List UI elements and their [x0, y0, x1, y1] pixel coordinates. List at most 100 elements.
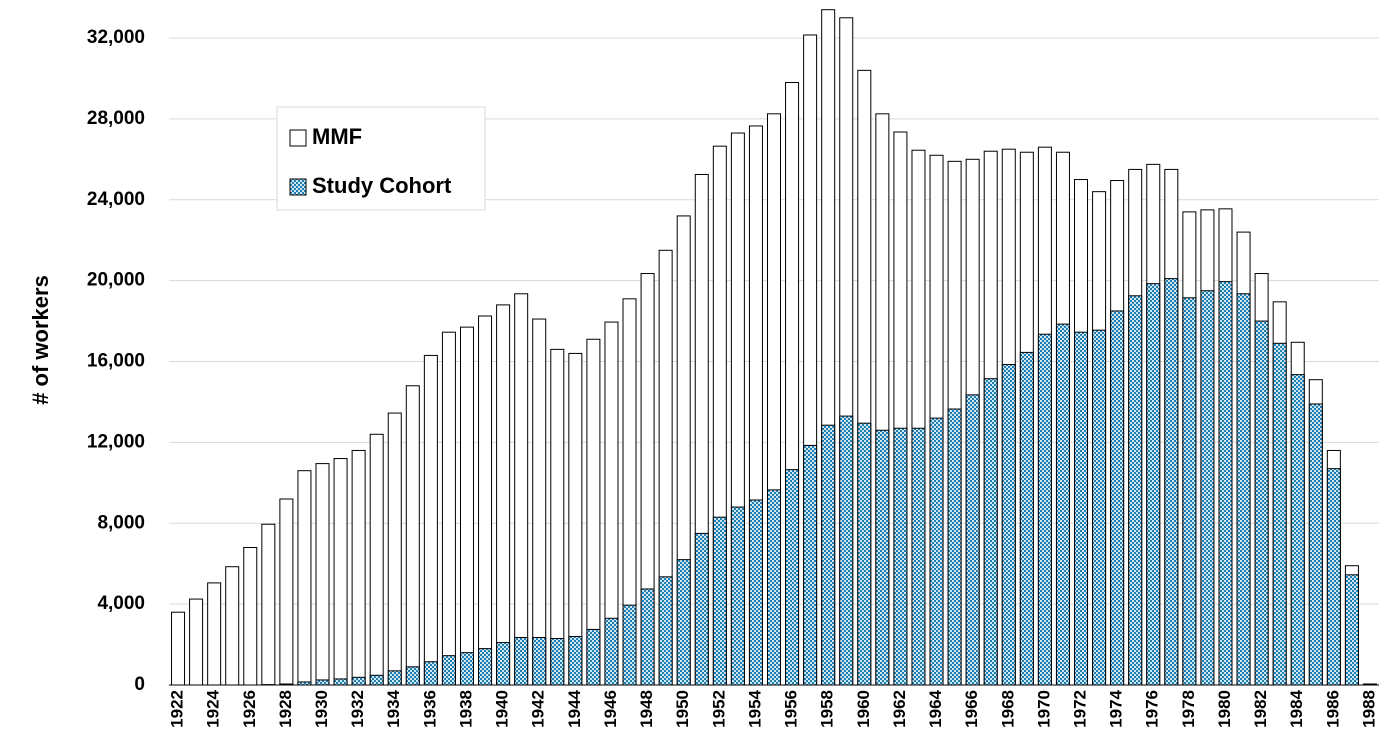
- bar: [1092, 329, 1107, 686]
- y-tick-label: 0: [134, 674, 145, 695]
- bar: [189, 598, 204, 686]
- bar: [767, 489, 781, 686]
- x-tick-label: 1930: [312, 690, 331, 728]
- bar: [1074, 331, 1089, 686]
- x-tick-label: 1958: [818, 690, 837, 728]
- x-tick-label: 1950: [673, 690, 692, 728]
- legend-box: [276, 106, 486, 211]
- bar: [1055, 323, 1070, 686]
- x-tick-label: 1966: [962, 690, 981, 728]
- bar: [459, 326, 474, 686]
- bar: [514, 636, 529, 686]
- bar: [532, 636, 547, 686]
- x-tick-label: 1946: [601, 690, 620, 728]
- y-tick-label: 24,000: [87, 189, 145, 210]
- y-tick-label: 12,000: [87, 431, 145, 452]
- bar: [315, 679, 330, 686]
- bar: [261, 523, 276, 686]
- bar: [387, 670, 402, 686]
- bar: [857, 422, 872, 686]
- x-tick-label: 1932: [348, 690, 367, 728]
- bar: [387, 412, 402, 686]
- bar: [441, 331, 456, 686]
- bar: [568, 352, 583, 686]
- bar: [712, 516, 727, 686]
- x-tick-label: 1922: [168, 690, 187, 728]
- x-tick-label: 1982: [1251, 690, 1270, 728]
- x-tick-label: 1984: [1287, 689, 1306, 727]
- bar: [1037, 333, 1052, 686]
- y-tick-label: 16,000: [87, 351, 145, 372]
- bar: [1146, 283, 1161, 686]
- bar: [893, 427, 908, 686]
- bar: [423, 354, 438, 686]
- bar: [369, 674, 384, 686]
- x-tick-label: 1924: [204, 689, 223, 727]
- bar: [748, 499, 763, 686]
- y-tick-label: 28,000: [87, 108, 145, 129]
- bar: [839, 415, 854, 686]
- bar: [947, 408, 962, 686]
- bar: [911, 427, 926, 686]
- x-tick-label: 1980: [1215, 690, 1234, 728]
- bar: [459, 652, 474, 686]
- bar: [496, 304, 511, 686]
- x-tick-label: 1976: [1143, 690, 1162, 728]
- bar: [658, 576, 673, 686]
- bar: [676, 559, 691, 686]
- bar: [225, 566, 240, 686]
- bar: [369, 433, 384, 686]
- bar: [1001, 364, 1016, 686]
- bar: [586, 628, 601, 686]
- bar: [622, 604, 637, 686]
- x-tick-label: 1940: [493, 690, 512, 728]
- x-tick-label: 1964: [926, 689, 945, 727]
- bar: [1128, 295, 1143, 686]
- x-tick-label: 1968: [998, 690, 1017, 728]
- bar: [965, 394, 980, 686]
- bar: [803, 444, 818, 686]
- bar: [405, 385, 420, 686]
- bar: [550, 348, 565, 686]
- x-tick-label: 1956: [782, 690, 801, 728]
- bar: [1164, 278, 1179, 686]
- bar: [568, 635, 583, 686]
- legend-swatch: [289, 129, 307, 147]
- bar: [1308, 403, 1323, 686]
- bar: [875, 429, 890, 686]
- x-tick-label: 1970: [1034, 690, 1053, 728]
- legend-label: MMF: [312, 124, 362, 149]
- bar: [1236, 293, 1251, 686]
- bar: [405, 666, 420, 686]
- x-tick-label: 1960: [854, 690, 873, 728]
- bar: [315, 463, 330, 686]
- y-tick-label: 8,000: [97, 512, 145, 533]
- y-tick-label: 4,000: [97, 593, 145, 614]
- bar: [730, 506, 745, 686]
- bar: [983, 378, 998, 686]
- x-tick-label: 1974: [1107, 689, 1126, 727]
- x-tick-label: 1936: [420, 690, 439, 728]
- x-tick-label: 1952: [709, 690, 728, 728]
- bar: [1019, 351, 1034, 686]
- bar: [207, 582, 222, 686]
- bar: [478, 315, 493, 686]
- bar: [514, 293, 529, 686]
- bar: [532, 318, 547, 686]
- bar: [1326, 468, 1341, 686]
- x-tick-label: 1988: [1359, 690, 1378, 728]
- y-axis-label: # of workers: [28, 275, 53, 405]
- bar: [694, 532, 709, 686]
- x-tick-label: 1928: [276, 690, 295, 728]
- x-tick-label: 1938: [456, 690, 475, 728]
- bar: [333, 678, 348, 686]
- x-tick-label: 1934: [384, 689, 403, 727]
- bar: [423, 661, 438, 686]
- x-tick-label: 1978: [1179, 690, 1198, 728]
- legend-swatch: [289, 178, 307, 196]
- bar: [821, 424, 836, 686]
- bar: [297, 470, 312, 686]
- bar: [929, 417, 944, 686]
- bar: [1200, 290, 1215, 686]
